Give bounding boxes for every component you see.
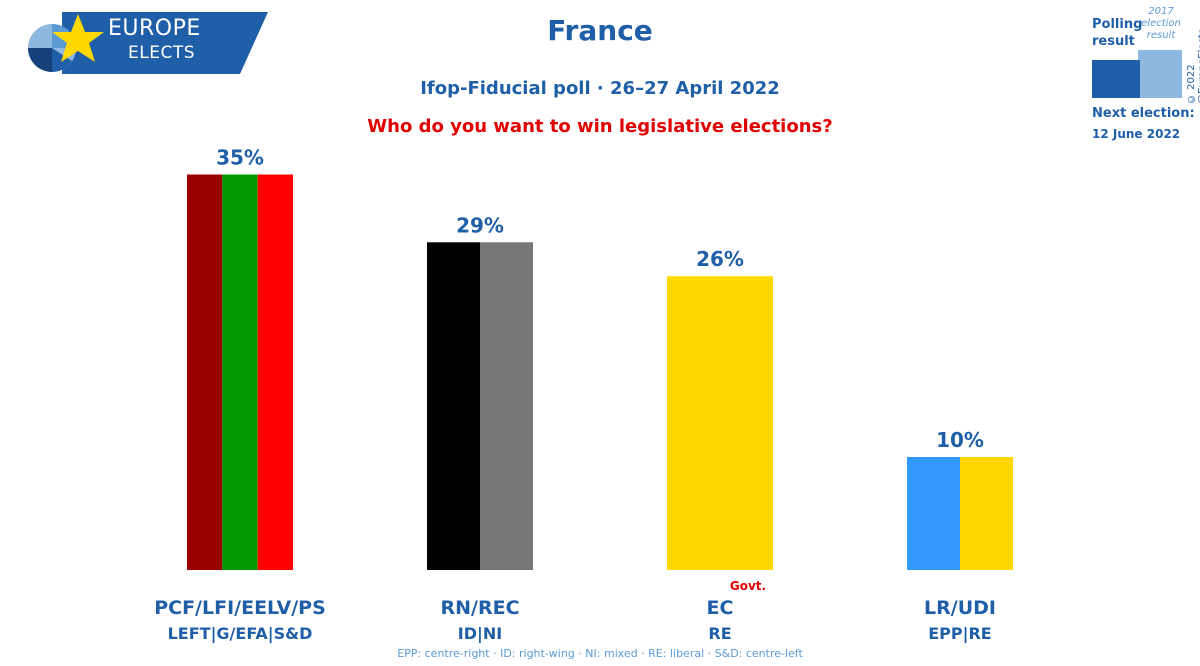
bar-lr-udi xyxy=(907,457,1013,570)
legend-previous-label: 2017 election result xyxy=(1141,6,1181,41)
group-label: ID|NI xyxy=(458,624,502,644)
value-label: 29% xyxy=(456,213,504,237)
chart-title: France xyxy=(547,14,653,47)
value-label: 35% xyxy=(216,146,264,170)
bar-segment xyxy=(907,457,960,570)
logo-text-europe: EUROPE xyxy=(108,16,201,41)
category-label: RN/REC xyxy=(440,597,519,619)
legend-swatches xyxy=(1092,50,1182,98)
bar-segment xyxy=(667,276,773,570)
category-label: EC xyxy=(707,597,734,619)
bar-ec xyxy=(667,276,773,570)
category-label: PCF/LFI/EELV/PS xyxy=(154,597,326,619)
govt-annotation: Govt. xyxy=(730,579,766,593)
category-label: LR/UDI xyxy=(924,597,996,619)
group-label: RE xyxy=(708,624,731,643)
bar-segment xyxy=(187,174,223,570)
bar-segment xyxy=(257,174,293,570)
bar-segment xyxy=(222,174,258,570)
poll-question: Who do you want to win legislative elect… xyxy=(367,116,833,137)
legend-polling-swatch xyxy=(1092,60,1140,98)
legend-polling-label: Polling result xyxy=(1092,17,1143,49)
legend-previous-swatch xyxy=(1138,50,1182,98)
copyright-text: © 2022 @EuropeElects xyxy=(1186,28,1200,104)
value-label: 26% xyxy=(696,247,744,271)
bar-rn-rec xyxy=(427,242,533,571)
bar-segment xyxy=(960,457,1013,570)
group-label: LEFT|G/EFA|S&D xyxy=(168,624,313,644)
next-election-label: Next election: xyxy=(1092,106,1195,121)
footnote: EPP: centre-right · ID: right-wing · NI:… xyxy=(397,647,803,660)
next-election-date: 12 June 2022 xyxy=(1092,127,1181,141)
bar-pcf-lfi-eelv-ps xyxy=(187,174,293,570)
bar-segment xyxy=(427,242,480,571)
bar-segment xyxy=(480,242,533,571)
value-label: 10% xyxy=(936,428,984,452)
chart-subtitle: Ifop-Fiducial poll · 26–27 April 2022 xyxy=(420,78,780,99)
logo-banner xyxy=(28,12,268,74)
logo-text-elects: ELECTS xyxy=(128,43,195,63)
group-label: EPP|RE xyxy=(928,624,991,644)
